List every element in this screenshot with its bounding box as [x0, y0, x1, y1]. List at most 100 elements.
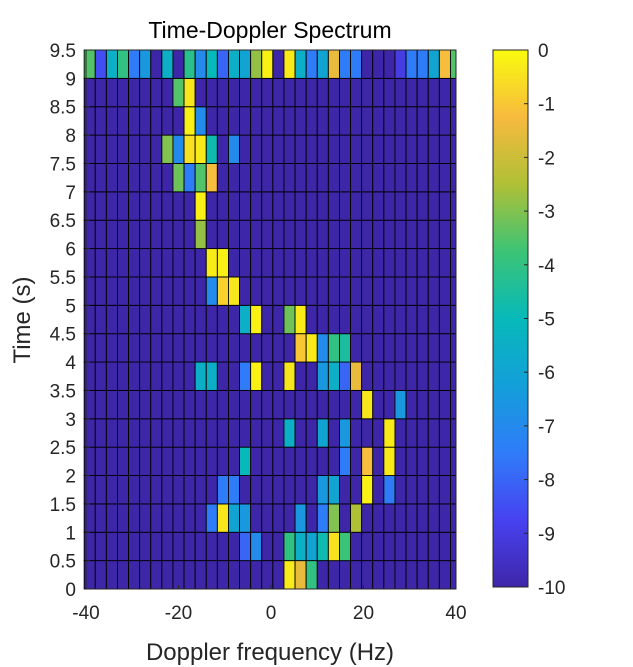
heatmap-cell	[216, 389, 229, 420]
heatmap-cell	[239, 361, 252, 391]
heatmap-cell	[116, 304, 129, 335]
heatmap-cell	[94, 475, 107, 505]
heatmap-cell	[294, 361, 307, 391]
heatmap-cell	[116, 389, 129, 420]
heatmap-cell	[438, 134, 451, 164]
heatmap-cell	[172, 248, 185, 278]
heatmap-cell	[305, 49, 318, 79]
colorbar	[492, 49, 529, 588]
heatmap-cell	[305, 219, 318, 250]
heatmap-cell	[116, 163, 129, 193]
heatmap-cell	[272, 503, 285, 533]
heatmap-cell	[239, 191, 252, 221]
heatmap-cell	[105, 418, 118, 448]
heatmap-cell	[427, 446, 440, 476]
heatmap-cell	[405, 304, 418, 335]
heatmap-cell	[205, 446, 218, 476]
heatmap-cell	[216, 503, 229, 533]
heatmap-cell	[161, 361, 174, 391]
heatmap-cell	[250, 106, 263, 136]
heatmap-cell	[261, 389, 274, 420]
heatmap-cell	[383, 191, 396, 221]
heatmap-cell	[350, 503, 363, 533]
heatmap-cell	[261, 333, 274, 363]
heatmap-cell	[150, 418, 163, 448]
heatmap-cell	[128, 77, 141, 108]
heatmap-cell	[416, 531, 429, 562]
heatmap-cell	[327, 191, 340, 221]
heatmap-cell	[161, 418, 174, 448]
heatmap-cell	[372, 163, 385, 193]
heatmap-cell	[239, 134, 252, 164]
heatmap-cell	[128, 191, 141, 221]
heatmap-cell	[161, 163, 174, 193]
heatmap-cell	[316, 304, 329, 335]
heatmap-cell	[305, 134, 318, 164]
heatmap-cell	[316, 191, 329, 221]
heatmap-cell	[394, 248, 407, 278]
heatmap-cell	[261, 163, 274, 193]
heatmap-cell	[383, 503, 396, 533]
heatmap-cell	[161, 304, 174, 335]
heatmap-cell	[350, 361, 363, 391]
x-tick-label: 0	[266, 603, 277, 624]
heatmap-cell	[450, 475, 457, 505]
heatmap-cell	[339, 77, 352, 108]
heatmap-cell	[239, 389, 252, 420]
heatmap-cell	[305, 418, 318, 448]
heatmap-cell	[294, 219, 307, 250]
heatmap-cell	[250, 163, 263, 193]
heatmap-cell	[183, 560, 196, 590]
heatmap-cell	[161, 77, 174, 108]
heatmap-cell	[305, 503, 318, 533]
heatmap-cell	[427, 248, 440, 278]
heatmap-cell	[339, 418, 352, 448]
heatmap-cell	[239, 560, 252, 590]
y-tick-label: 5	[65, 296, 76, 317]
heatmap-cell	[316, 248, 329, 278]
heatmap-cell	[94, 77, 107, 108]
heatmap-cell	[416, 106, 429, 136]
heatmap-cell	[272, 134, 285, 164]
heatmap-cell	[105, 503, 118, 533]
heatmap-cell	[394, 418, 407, 448]
heatmap-cell	[394, 77, 407, 108]
heatmap-cell	[339, 276, 352, 306]
heatmap-cell	[94, 219, 107, 250]
heatmap-cell	[283, 77, 296, 108]
heatmap-cell	[150, 163, 163, 193]
heatmap-cell	[350, 333, 363, 363]
heatmap-cell	[261, 475, 274, 505]
heatmap-cell	[361, 446, 374, 476]
heatmap-cell	[350, 191, 363, 221]
heatmap-cell	[205, 49, 218, 79]
heatmap-cell	[205, 389, 218, 420]
heatmap-cell	[150, 276, 163, 306]
heatmap-cell	[327, 304, 340, 335]
heatmap-cell	[239, 304, 252, 335]
heatmap-cell	[327, 106, 340, 136]
heatmap-cell	[294, 531, 307, 562]
heatmap-cell	[450, 248, 457, 278]
colorbar-tick-label: -9	[538, 524, 555, 545]
colorbar-tick-label: -8	[538, 471, 555, 492]
heatmap-cell	[227, 106, 240, 136]
heatmap-cell	[94, 163, 107, 193]
heatmap-cell	[194, 333, 207, 363]
x-tick-label: -40	[72, 603, 99, 624]
heatmap-cell	[394, 475, 407, 505]
heatmap-cell	[150, 219, 163, 250]
heatmap-cell	[183, 475, 196, 505]
heatmap-cell	[394, 49, 407, 79]
heatmap-cell	[283, 106, 296, 136]
y-tick-label: 8	[65, 126, 76, 147]
heatmap-cell	[405, 219, 418, 250]
heatmap-cell	[272, 446, 285, 476]
heatmap-cell	[339, 446, 352, 476]
heatmap-cell	[105, 219, 118, 250]
heatmap-cell	[261, 219, 274, 250]
y-tick-labels: 0 0.5 1 1.5 2 2.5 3 3.5 4 4.5 5 5.5 6 6.5 7 7.5 8 8.5 9 9.5	[50, 41, 90, 601]
heatmap-cell	[116, 106, 129, 136]
heatmap-cell	[205, 304, 218, 335]
heatmap-cell	[194, 276, 207, 306]
